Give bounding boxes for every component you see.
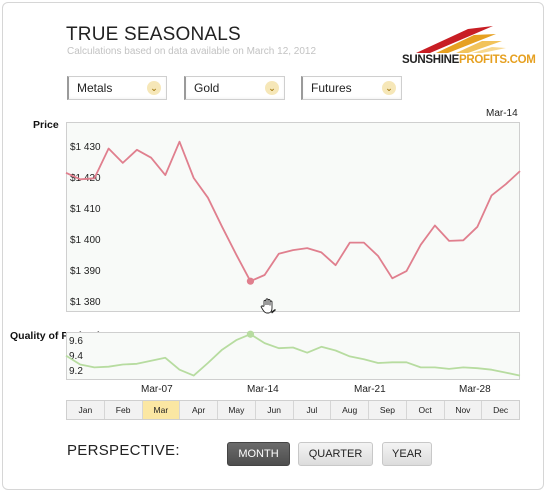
x-tick-label: Mar-07: [141, 384, 173, 395]
logo-secondary-text: PROFITS.COM: [459, 54, 536, 66]
sunshine-logo-icon: [416, 26, 506, 53]
quality-series-line: [65, 333, 521, 377]
chevron-down-icon: ⌄: [265, 81, 279, 95]
perspective-year-button[interactable]: YEAR: [382, 442, 432, 466]
y-tick-label: $1 410: [70, 204, 101, 215]
current-date-label: Mar-14: [486, 108, 518, 119]
x-tick-label: Mar-28: [459, 384, 491, 395]
month-tab-mar[interactable]: Mar: [142, 401, 181, 419]
asset-dropdown-value: Gold: [194, 81, 220, 95]
quality-highlight-point[interactable]: [246, 330, 255, 338]
category-dropdown[interactable]: Metals ⌄: [67, 76, 167, 100]
asset-dropdown[interactable]: Gold ⌄: [184, 76, 285, 100]
instrument-dropdown[interactable]: Futures ⌄: [301, 76, 402, 100]
price-series-line: [65, 140, 521, 283]
quality-chart-area[interactable]: [66, 332, 520, 380]
month-tab-jan[interactable]: Jan: [67, 401, 105, 419]
y-tick-label: $1 400: [70, 235, 101, 246]
y-tick-label: 9.4: [69, 351, 83, 362]
hand-cursor-icon: [260, 298, 276, 314]
month-tab-apr[interactable]: Apr: [180, 401, 218, 419]
instrument-dropdown-value: Futures: [311, 81, 352, 95]
x-tick-label: Mar-14: [247, 384, 279, 395]
chevron-down-icon: ⌄: [382, 81, 396, 95]
price-axis-title: Price: [33, 119, 59, 131]
month-tab-dec[interactable]: Dec: [493, 405, 509, 415]
chevron-down-icon: ⌄: [147, 81, 161, 95]
logo-primary-text: SUNSHINE: [402, 54, 460, 66]
month-tab-oct[interactable]: Oct: [407, 401, 445, 419]
y-tick-label: $1 380: [70, 297, 101, 308]
logo-wordmark: SUNSHINEPROFITS.COM: [402, 54, 536, 66]
month-tab-aug[interactable]: Aug: [331, 401, 369, 419]
month-selector: Jan Feb Mar Apr May Jun Jul Aug Sep Oct …: [66, 400, 520, 420]
x-tick-label: Mar-21: [354, 384, 386, 395]
page-title: TRUE SEASONALS: [66, 24, 241, 45]
y-tick-label: 9.6: [69, 336, 83, 347]
y-tick-label: $1 390: [70, 266, 101, 277]
month-tab-jul[interactable]: Jul: [294, 401, 332, 419]
price-chart-area[interactable]: [66, 122, 520, 312]
perspective-month-button[interactable]: MONTH: [227, 442, 290, 466]
price-highlight-point[interactable]: [246, 277, 255, 285]
month-tab-nov[interactable]: Nov: [445, 401, 483, 419]
month-tab-feb[interactable]: Feb: [105, 401, 143, 419]
month-tab-may[interactable]: May: [218, 401, 256, 419]
month-tab-jun[interactable]: Jun: [256, 401, 294, 419]
perspective-label: PERSPECTIVE:: [67, 442, 180, 459]
page-subtitle: Calculations based on data available on …: [67, 46, 317, 57]
y-tick-label: 9.2: [69, 366, 83, 377]
month-tab-sep[interactable]: Sep: [369, 401, 407, 419]
category-dropdown-value: Metals: [77, 81, 113, 95]
y-tick-label: $1 430: [70, 142, 101, 153]
perspective-quarter-button[interactable]: QUARTER: [298, 442, 373, 466]
